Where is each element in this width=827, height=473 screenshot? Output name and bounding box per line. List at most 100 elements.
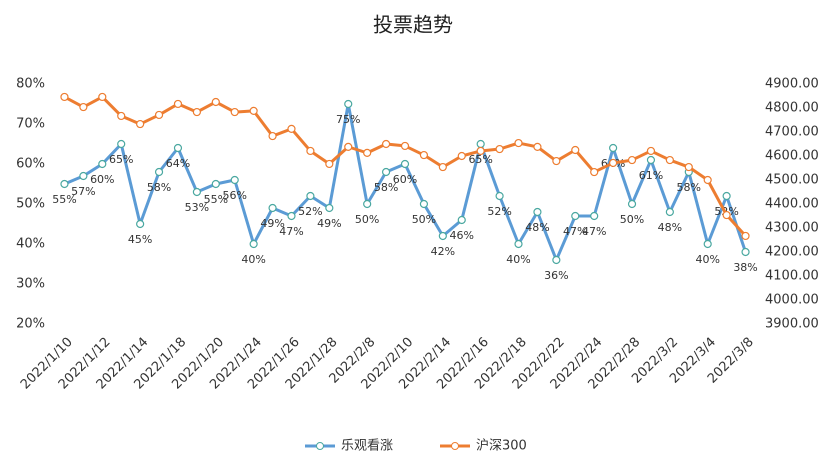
point bbox=[136, 119, 145, 129]
data-label: 47% bbox=[563, 225, 587, 238]
point bbox=[79, 102, 88, 112]
point bbox=[646, 155, 656, 165]
point bbox=[287, 124, 296, 133]
point bbox=[400, 141, 410, 151]
y-tick-label: 50% bbox=[16, 197, 45, 212]
y2-tick-label: 4100.00 bbox=[765, 269, 819, 284]
point bbox=[571, 211, 580, 221]
point bbox=[211, 97, 220, 107]
y-tick-label: 20% bbox=[16, 317, 45, 332]
point bbox=[325, 203, 334, 213]
point bbox=[438, 231, 447, 241]
point bbox=[306, 191, 315, 201]
y2-tick-label: 4400.00 bbox=[765, 197, 819, 212]
data-label: 64% bbox=[166, 157, 190, 170]
data-label: 52% bbox=[298, 205, 322, 218]
data-label: 53% bbox=[185, 201, 209, 214]
y-tick-label: 60% bbox=[16, 157, 45, 172]
point bbox=[363, 199, 372, 209]
chart-title: 投票趋势 bbox=[373, 13, 453, 37]
point bbox=[173, 143, 183, 153]
data-label: 38% bbox=[733, 261, 757, 274]
data-label: 42% bbox=[431, 245, 455, 258]
y-tick-label: 40% bbox=[16, 237, 45, 252]
y2-tick-label: 4900.00 bbox=[765, 77, 819, 92]
point bbox=[60, 179, 69, 189]
data-label: 40% bbox=[506, 253, 530, 266]
point bbox=[419, 150, 429, 160]
y-tick-label: 30% bbox=[16, 277, 45, 292]
point bbox=[344, 99, 353, 109]
y2-tick-label: 4800.00 bbox=[765, 101, 819, 116]
data-label: 50% bbox=[355, 213, 379, 226]
point bbox=[665, 155, 674, 165]
data-label: 65% bbox=[468, 153, 492, 166]
point bbox=[363, 148, 372, 157]
point bbox=[646, 146, 656, 156]
point bbox=[457, 215, 466, 225]
point bbox=[306, 146, 315, 156]
legend-label: 沪深300 bbox=[476, 438, 527, 454]
point bbox=[533, 142, 542, 151]
data-label: 50% bbox=[620, 213, 644, 226]
point bbox=[60, 92, 69, 102]
data-label: 75% bbox=[336, 113, 360, 126]
data-label: 65% bbox=[109, 153, 133, 166]
point bbox=[400, 159, 410, 169]
point bbox=[173, 99, 183, 109]
point bbox=[249, 239, 258, 249]
legend-label: 乐观看涨 bbox=[341, 438, 393, 454]
y2-tick-label: 4300.00 bbox=[765, 221, 819, 236]
point bbox=[590, 167, 599, 177]
point bbox=[533, 207, 542, 217]
data-label: 49% bbox=[260, 217, 284, 230]
y-tick-label: 70% bbox=[16, 117, 45, 132]
data-label: 58% bbox=[374, 181, 398, 194]
data-label: 60% bbox=[90, 173, 114, 186]
point bbox=[192, 107, 201, 117]
point bbox=[230, 175, 239, 185]
point bbox=[249, 106, 258, 115]
point bbox=[741, 247, 750, 257]
data-label: 57% bbox=[71, 185, 95, 198]
data-label: 60% bbox=[393, 173, 417, 186]
point bbox=[325, 159, 334, 169]
point bbox=[344, 142, 353, 151]
data-label: 55% bbox=[52, 193, 76, 206]
point bbox=[552, 156, 561, 166]
point bbox=[419, 199, 429, 209]
y2-tick-label: 4500.00 bbox=[765, 173, 819, 188]
point bbox=[211, 179, 220, 189]
point bbox=[154, 110, 164, 120]
legend-marker bbox=[316, 442, 324, 450]
point bbox=[571, 145, 580, 155]
y2-tick-label: 4200.00 bbox=[765, 245, 819, 260]
data-label: 47% bbox=[582, 225, 606, 238]
point bbox=[703, 239, 712, 249]
point bbox=[192, 187, 201, 197]
data-label: 55% bbox=[204, 193, 228, 206]
data-label: 48% bbox=[658, 221, 682, 234]
point bbox=[457, 151, 466, 161]
point bbox=[476, 146, 485, 156]
data-label: 56% bbox=[223, 189, 247, 202]
point bbox=[741, 231, 750, 241]
data-label: 52% bbox=[487, 205, 511, 218]
point bbox=[590, 211, 599, 221]
point bbox=[684, 162, 693, 172]
data-label: 45% bbox=[128, 233, 152, 246]
point bbox=[495, 144, 504, 154]
y2-tick-label: 4600.00 bbox=[765, 149, 819, 164]
data-label: 48% bbox=[525, 221, 549, 234]
data-label: 49% bbox=[317, 217, 341, 230]
point bbox=[268, 131, 277, 141]
point bbox=[627, 199, 637, 209]
point bbox=[495, 191, 504, 201]
y2-tick-label: 3900.00 bbox=[765, 317, 819, 332]
point bbox=[722, 210, 731, 220]
y2-tick-label: 4000.00 bbox=[765, 293, 819, 308]
point bbox=[98, 159, 107, 169]
point bbox=[117, 111, 126, 121]
point bbox=[438, 162, 447, 172]
point bbox=[514, 239, 523, 249]
